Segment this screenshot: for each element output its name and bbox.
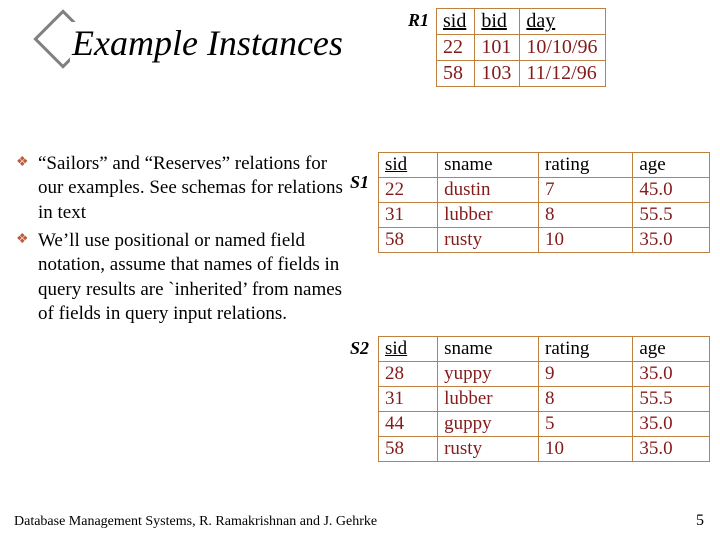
page-title: Example Instances: [70, 22, 345, 64]
col-sname: sname: [438, 337, 539, 362]
label-s2: S2: [350, 338, 369, 359]
cell: 103: [475, 61, 520, 87]
cell: 22: [379, 178, 438, 203]
cell: 101: [475, 35, 520, 61]
table-r1: sid bid day 22 101 10/10/96 58 103 11/12…: [436, 8, 606, 87]
cell: 8: [539, 203, 633, 228]
cell: 58: [437, 61, 475, 87]
col-age: age: [633, 153, 710, 178]
cell: dustin: [438, 178, 539, 203]
col-sid: sid: [437, 9, 475, 35]
cell: 35.0: [633, 437, 710, 462]
cell: lubber: [438, 203, 539, 228]
cell: 35.0: [633, 228, 710, 253]
cell: 31: [379, 203, 438, 228]
cell: rusty: [438, 437, 539, 462]
cell: 44: [379, 412, 438, 437]
bullet-item: We’ll use positional or named field nota…: [16, 229, 356, 326]
table-row: 22 101 10/10/96: [437, 35, 606, 61]
table-s1: sid sname rating age 22 dustin 7 45.0 31…: [378, 152, 710, 253]
cell: 28: [379, 362, 438, 387]
label-r1: R1: [408, 10, 429, 31]
table-header-row: sid sname rating age: [379, 337, 710, 362]
table-header-row: sid bid day: [437, 9, 606, 35]
cell: 58: [379, 437, 438, 462]
col-sid: sid: [379, 337, 438, 362]
cell: 55.5: [633, 387, 710, 412]
table-row: 28 yuppy 9 35.0: [379, 362, 710, 387]
col-bid: bid: [475, 9, 520, 35]
cell: 58: [379, 228, 438, 253]
bullet-item: “Sailors” and “Reserves” relations for o…: [16, 152, 356, 225]
cell: 55.5: [633, 203, 710, 228]
cell: guppy: [438, 412, 539, 437]
cell: yuppy: [438, 362, 539, 387]
col-rating: rating: [539, 153, 633, 178]
cell: 11/12/96: [520, 61, 606, 87]
table-header-row: sid sname rating age: [379, 153, 710, 178]
page-number: 5: [696, 512, 704, 530]
cell: 35.0: [633, 362, 710, 387]
cell: 45.0: [633, 178, 710, 203]
table-s2: sid sname rating age 28 yuppy 9 35.0 31 …: [378, 336, 710, 462]
table-row: 58 rusty 10 35.0: [379, 437, 710, 462]
cell: 10: [539, 437, 633, 462]
cell: 31: [379, 387, 438, 412]
cell: 22: [437, 35, 475, 61]
footer-text: Database Management Systems, R. Ramakris…: [14, 514, 377, 530]
cell: 8: [539, 387, 633, 412]
cell: 5: [539, 412, 633, 437]
table-row: 44 guppy 5 35.0: [379, 412, 710, 437]
cell: rusty: [438, 228, 539, 253]
col-sname: sname: [438, 153, 539, 178]
cell: 9: [539, 362, 633, 387]
table-row: 22 dustin 7 45.0: [379, 178, 710, 203]
cell: 10: [539, 228, 633, 253]
table-row: 58 103 11/12/96: [437, 61, 606, 87]
table-row: 31 lubber 8 55.5: [379, 387, 710, 412]
col-sid: sid: [379, 153, 438, 178]
col-rating: rating: [539, 337, 633, 362]
cell: 7: [539, 178, 633, 203]
table-row: 58 rusty 10 35.0: [379, 228, 710, 253]
cell: 10/10/96: [520, 35, 606, 61]
col-age: age: [633, 337, 710, 362]
col-day: day: [520, 9, 606, 35]
cell: lubber: [438, 387, 539, 412]
cell: 35.0: [633, 412, 710, 437]
bullet-list: “Sailors” and “Reserves” relations for o…: [16, 152, 356, 330]
table-row: 31 lubber 8 55.5: [379, 203, 710, 228]
